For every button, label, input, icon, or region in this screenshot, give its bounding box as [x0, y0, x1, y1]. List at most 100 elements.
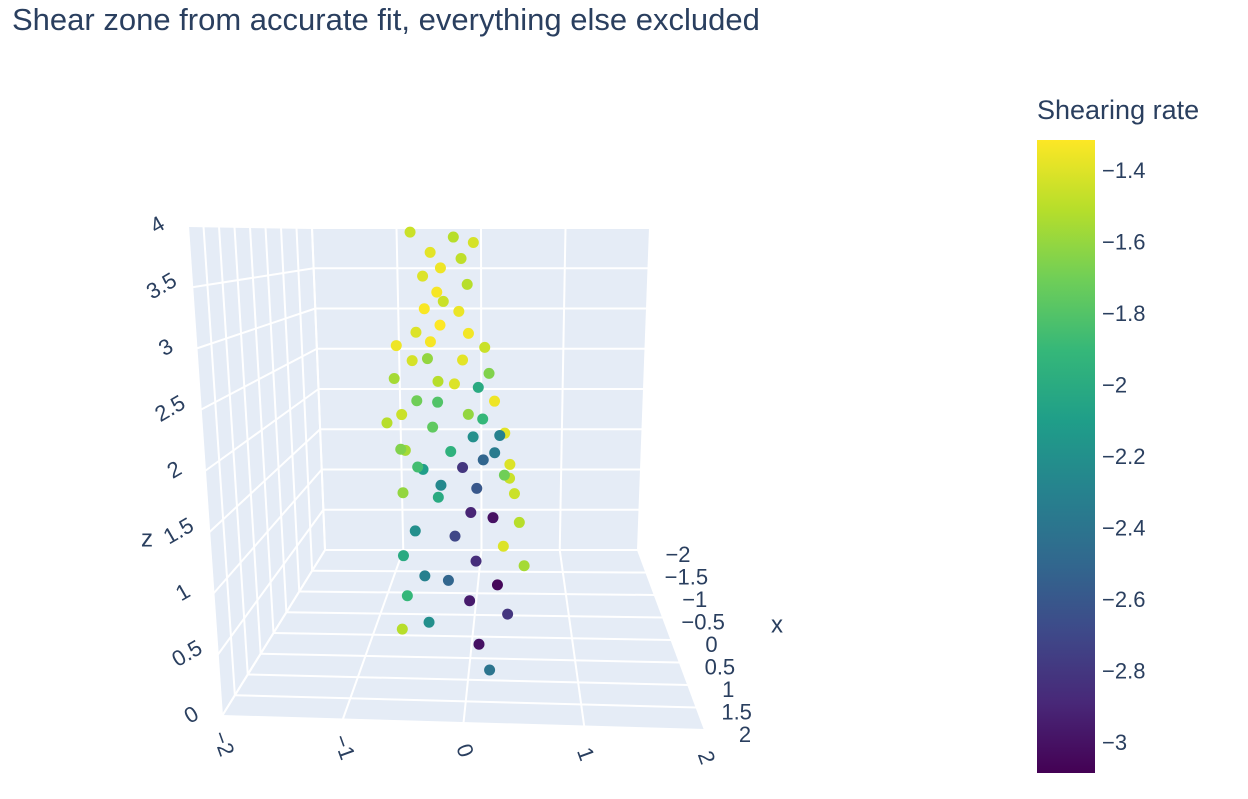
grid-line [299, 590, 655, 596]
point [434, 262, 446, 274]
grid-line [312, 569, 647, 574]
point [479, 341, 491, 353]
x-tick-label: −2 [665, 542, 690, 567]
point [461, 278, 473, 290]
point [423, 616, 435, 628]
point [431, 286, 443, 298]
point [442, 574, 454, 586]
grid-line [218, 226, 249, 675]
grid-line [221, 715, 706, 731]
point [472, 381, 484, 393]
x-tick-label: 0 [705, 632, 717, 657]
z-tick-label: 3.5 [142, 267, 181, 304]
point [464, 595, 476, 607]
point [457, 354, 469, 366]
point [467, 431, 479, 443]
point [465, 507, 477, 519]
colorbar-tick-label: −2 [1102, 373, 1127, 398]
colorbar-tick-label: −3 [1102, 730, 1127, 755]
x-tick-label: 2 [739, 722, 751, 747]
point [455, 253, 467, 265]
point [483, 367, 495, 379]
grid-line [273, 632, 672, 641]
side-wall [188, 226, 325, 716]
grid-line [637, 227, 651, 551]
colorbar-tick-label: −2.6 [1102, 587, 1145, 612]
point [471, 482, 483, 494]
point [412, 461, 424, 473]
colorbar-tick-label: −2.2 [1102, 444, 1145, 469]
point [489, 395, 501, 407]
point [508, 488, 520, 500]
point [487, 512, 499, 524]
grid-line [187, 225, 223, 717]
point [397, 550, 409, 562]
point [419, 570, 431, 582]
x-tick-label: −1.5 [665, 564, 708, 589]
point [445, 446, 457, 458]
grid-line [295, 227, 314, 571]
point [381, 417, 393, 429]
point [477, 413, 489, 425]
point [453, 305, 465, 317]
point [462, 327, 474, 339]
point [518, 560, 530, 572]
grid-line [280, 227, 301, 592]
grid-line [234, 694, 697, 709]
y-tick-label: −1 [328, 731, 360, 763]
point [434, 319, 446, 331]
x-axis-title: x [771, 611, 783, 638]
point [424, 246, 436, 258]
grid-line [247, 673, 689, 686]
colorbar-tick-label: −1.8 [1102, 301, 1145, 326]
colorbar-tick-label: −1.4 [1102, 158, 1145, 183]
point [411, 395, 423, 407]
point [401, 590, 413, 602]
point [432, 396, 444, 408]
grid-line [558, 227, 567, 551]
x-tick-label: −1 [682, 587, 707, 612]
point [388, 373, 400, 385]
markers [381, 226, 530, 676]
chart-title: Shear zone from accurate fit, everything… [12, 2, 760, 37]
grid-line [260, 652, 680, 664]
grid-line [202, 226, 236, 696]
z-tick-label: 0 [180, 701, 203, 729]
y-tick-label: 2 [693, 747, 721, 767]
point [395, 443, 407, 455]
point [448, 378, 460, 390]
z-axis-title: z [141, 525, 153, 552]
y-tick-label: 0 [451, 740, 479, 760]
point [435, 479, 447, 491]
z-tick-label: 3 [154, 333, 177, 361]
point [457, 461, 469, 473]
point [447, 231, 459, 243]
x-tick-label: 1 [722, 677, 734, 702]
point [467, 236, 479, 248]
y-tick-label: −2 [208, 727, 240, 759]
z-tick-label: 2 [163, 456, 186, 484]
grid-line [264, 227, 288, 613]
x-tick-label: −0.5 [681, 609, 724, 634]
point [396, 409, 408, 421]
y-tick-label: 1 [572, 744, 600, 764]
point [437, 295, 449, 307]
point [390, 340, 402, 352]
colorbar-tick-label: −1.6 [1102, 230, 1145, 255]
point [432, 491, 444, 503]
colorbar-title: Shearing rate [1037, 95, 1199, 125]
z-tick-label: 1.5 [159, 512, 198, 549]
z-tick-label: 1 [171, 578, 194, 606]
grid-line [286, 611, 664, 619]
colorbar-tick-label: −2.8 [1102, 659, 1145, 684]
grid-line [311, 227, 326, 551]
point [491, 579, 503, 591]
point [418, 303, 430, 315]
point [489, 447, 501, 459]
point [410, 326, 422, 338]
point [484, 664, 496, 676]
point [409, 525, 421, 537]
point [473, 638, 485, 650]
point [513, 516, 525, 528]
